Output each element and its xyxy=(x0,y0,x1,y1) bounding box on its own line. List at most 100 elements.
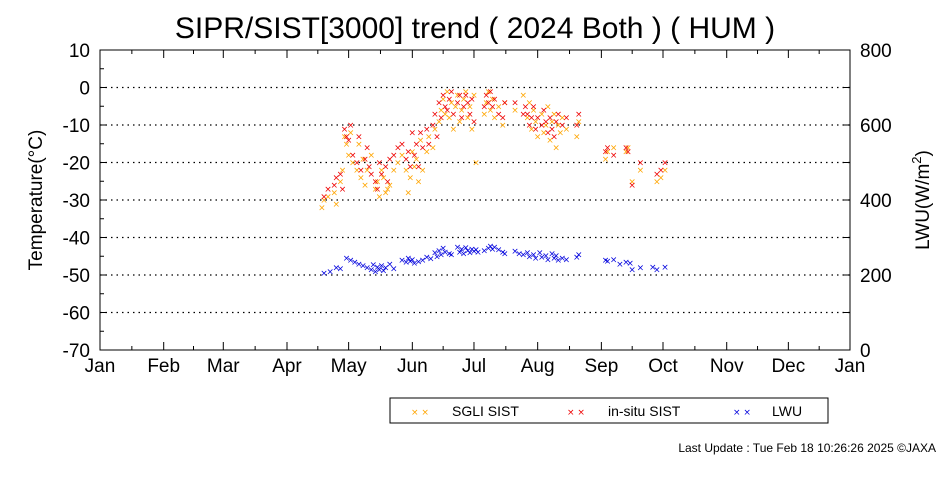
point-in-situ-sist: × xyxy=(511,99,519,109)
point-sgli-sist: × xyxy=(384,185,392,195)
point-sgli-sist: × xyxy=(345,151,353,161)
point-in-situ-sist: × xyxy=(522,102,530,112)
point-sgli-sist: × xyxy=(538,110,546,120)
point-lwu: × xyxy=(495,246,503,256)
point-sgli-sist: × xyxy=(437,106,445,116)
point-lwu: × xyxy=(437,250,445,260)
point-in-situ-sist: × xyxy=(548,125,556,135)
point-lwu: × xyxy=(462,243,470,253)
point-lwu: × xyxy=(431,249,439,259)
point-lwu: × xyxy=(491,243,499,253)
point-lwu: × xyxy=(474,248,482,258)
point-lwu: × xyxy=(363,264,371,274)
point-in-situ-sist: × xyxy=(376,159,384,169)
point-sgli-sist: × xyxy=(441,110,449,120)
point-lwu: × xyxy=(573,253,581,263)
point-sgli-sist: × xyxy=(443,87,451,97)
point-lwu: × xyxy=(433,252,441,262)
point-lwu: × xyxy=(415,258,423,268)
point-sgli-sist: × xyxy=(386,181,394,191)
point-in-situ-sist: × xyxy=(353,159,361,169)
point-lwu: × xyxy=(460,249,468,259)
point-sgli-sist: × xyxy=(602,155,610,165)
point-in-situ-sist: × xyxy=(384,177,392,187)
point-sgli-sist: × xyxy=(435,117,443,127)
point-lwu: × xyxy=(320,269,328,279)
x-tick-label: Jul xyxy=(462,356,486,377)
point-in-situ-sist: × xyxy=(466,110,474,120)
point-sgli-sist: × xyxy=(542,121,550,131)
point-lwu: × xyxy=(407,257,415,267)
point-sgli-sist: × xyxy=(573,132,581,142)
point-lwu: × xyxy=(367,265,375,275)
point-lwu: × xyxy=(515,249,523,259)
x-tick-label: May xyxy=(331,356,367,377)
point-sgli-sist: × xyxy=(363,166,371,176)
point-sgli-sist: × xyxy=(559,114,567,124)
point-in-situ-sist: × xyxy=(411,151,419,161)
point-sgli-sist: × xyxy=(446,114,454,124)
point-lwu: × xyxy=(559,254,567,264)
point-sgli-sist: × xyxy=(378,166,386,176)
legend-label-sgli-sist: SGLI SIST xyxy=(452,403,519,419)
legend-marker-in-situ-sist: × × xyxy=(567,408,585,418)
x-tick-label: Jun xyxy=(397,356,428,377)
y2-tick-label: 0 xyxy=(860,341,871,362)
y-axis-label: Temperature(°C) xyxy=(26,130,47,271)
legend-label-lwu: LWU xyxy=(772,403,802,419)
point-sgli-sist: × xyxy=(657,174,665,184)
point-sgli-sist: × xyxy=(489,95,497,105)
point-in-situ-sist: × xyxy=(460,102,468,112)
point-sgli-sist: × xyxy=(501,99,509,109)
y2-tick-label: 200 xyxy=(860,266,892,287)
legend-label-in-situ-sist: in-situ SIST xyxy=(608,403,681,419)
y2-tick-label: 800 xyxy=(860,41,892,62)
point-sgli-sist: × xyxy=(528,125,536,135)
point-in-situ-sist: × xyxy=(542,117,550,127)
point-in-situ-sist: × xyxy=(413,140,421,150)
y2-tick-label: 600 xyxy=(860,116,892,137)
point-lwu: × xyxy=(499,248,507,258)
point-lwu: × xyxy=(454,243,462,253)
y2-axis-label: LWU(W/m2) xyxy=(909,150,934,250)
point-in-situ-sist: × xyxy=(333,174,341,184)
x-tick-label: Jan xyxy=(835,356,866,377)
point-in-situ-sist: × xyxy=(439,91,447,101)
x-tick-label: Feb xyxy=(147,356,180,377)
point-sgli-sist: × xyxy=(423,147,431,157)
point-lwu: × xyxy=(536,249,544,259)
point-in-situ-sist: × xyxy=(378,170,386,180)
y-tick-label: -30 xyxy=(63,191,90,212)
point-in-situ-sist: × xyxy=(357,166,365,176)
legend-marker-sgli-sist: × × xyxy=(411,408,429,418)
point-in-situ-sist: × xyxy=(429,121,437,131)
point-lwu: × xyxy=(468,245,476,255)
point-in-situ-sist: × xyxy=(372,177,380,187)
point-in-situ-sist: × xyxy=(544,129,552,139)
point-sgli-sist: × xyxy=(637,166,645,176)
point-sgli-sist: × xyxy=(339,166,347,176)
point-lwu: × xyxy=(435,247,443,257)
point-in-situ-sist: × xyxy=(339,185,347,195)
point-in-situ-sist: × xyxy=(554,110,562,120)
point-in-situ-sist: × xyxy=(394,144,402,154)
point-lwu: × xyxy=(530,250,538,260)
point-sgli-sist: × xyxy=(361,181,369,191)
point-sgli-sist: × xyxy=(610,144,618,154)
point-in-situ-sist: × xyxy=(637,159,645,169)
y2-axis-label-end: ) xyxy=(913,150,934,156)
point-in-situ-sist: × xyxy=(441,102,449,112)
chart-title: SIPR/SIST[3000] trend ( 2024 Both ) ( HU… xyxy=(175,12,775,45)
point-sgli-sist: × xyxy=(487,106,495,116)
point-lwu: × xyxy=(398,256,406,266)
point-sgli-sist: × xyxy=(333,200,341,210)
point-sgli-sist: × xyxy=(499,121,507,131)
point-lwu: × xyxy=(550,254,558,264)
point-sgli-sist: × xyxy=(524,114,532,124)
point-in-situ-sist: × xyxy=(661,159,669,169)
point-sgli-sist: × xyxy=(419,166,427,176)
point-sgli-sist: × xyxy=(374,177,382,187)
point-lwu: × xyxy=(411,259,419,269)
point-in-situ-sist: × xyxy=(483,91,491,101)
